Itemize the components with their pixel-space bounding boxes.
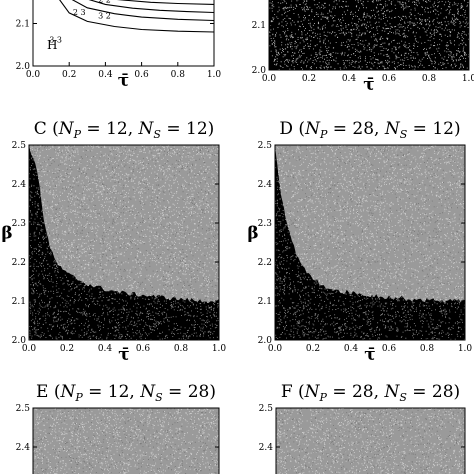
plot-frame — [32, 0, 215, 67]
plot-area-e — [33, 408, 219, 474]
plot-background — [33, 0, 214, 66]
plot-frame — [274, 144, 466, 341]
noise-dots-dark — [33, 408, 219, 474]
x-axis-label: τ̄ — [363, 75, 374, 95]
x-tick-label: 0.2 — [62, 70, 76, 80]
panel-title: C (NP = 12, NS = 12) — [34, 119, 215, 141]
x-tick-label: 0.2 — [306, 344, 320, 354]
plot-frame — [268, 0, 470, 71]
x-tick-label: 0.6 — [382, 74, 397, 84]
curve-label: 2 3 — [73, 8, 86, 17]
x-axis-label: τ̄ — [118, 345, 129, 365]
y-tick-label: 2.1 — [252, 21, 266, 31]
x-tick-label: 0.8 — [422, 74, 437, 84]
plot-frame — [32, 407, 220, 474]
panel-title: E (NP = 12, NS = 28) — [36, 382, 216, 404]
curve-label: 2 2 — [98, 0, 111, 4]
phase-curve — [116, 0, 214, 5]
plot-frame — [28, 144, 220, 341]
y-tick-label: 2.4 — [12, 180, 27, 190]
panel-c: 2.0 2.1 2.2 2.3 2.4 2.5 0.0 0.2 0.4 0.6 0.8 1.0 τ̄ β C… — [1, 119, 226, 365]
y-tick-label: 2.5 — [258, 141, 273, 151]
curve-label: 3 2 — [98, 11, 111, 20]
y-tick-label: 2.0 — [252, 66, 267, 76]
panel-d: 2.0 2.1 2.2 2.3 2.4 2.5 0.0 0.2 0.4 0.6 0.8 1.0 τ̄ β D… — [247, 119, 472, 365]
phase-curve — [88, 0, 214, 14]
y-tick-label: 2.3 — [12, 219, 27, 229]
plot-area-f — [276, 408, 465, 474]
plot-area-a: 3 3 3 2 2 3 2 2 H — [33, 0, 214, 66]
x-tick-label: 0.8 — [420, 344, 435, 354]
y-tick-label: 2.4 — [16, 443, 31, 453]
phase-curve — [59, 0, 214, 33]
noise-dots-dark — [29, 145, 219, 340]
panel-b: 2.0 2.1 0.0 0.2 0.4 0.6 0.8 1.0 τ̄ — [252, 0, 474, 95]
y-tick-label: 2.0 — [258, 336, 273, 346]
x-tick-label: 0.0 — [268, 344, 283, 354]
region-label: H — [47, 38, 57, 52]
y-tick-label: 2.1 — [12, 297, 26, 307]
noise-dots — [29, 145, 219, 340]
panel-title: D (NP = 28, NS = 12) — [279, 119, 460, 141]
x-tick-label: 0.6 — [136, 344, 151, 354]
x-tick-label: 0.2 — [60, 344, 74, 354]
x-axis-label: τ̄ — [118, 71, 129, 91]
plot-frame — [275, 407, 466, 474]
y-tick-label: 2.1 — [16, 20, 30, 30]
x-tick-label: 0.4 — [342, 74, 357, 84]
x-tick-label: 0.0 — [26, 70, 41, 80]
x-axis-label: τ̄ — [364, 345, 375, 365]
y-tick-label: 2.0 — [12, 336, 27, 346]
panel-a: 3 3 3 2 2 3 2 2 H 2.0 2.1 0.0 0.2 0.4 0.6 0.8 1.0 τ̄ — [16, 0, 222, 91]
x-tick-label: 1.0 — [207, 70, 222, 80]
x-tick-label: 0.6 — [134, 70, 149, 80]
x-tick-label: 0.4 — [98, 70, 113, 80]
panel-f: 2.5 2.4 F (NP = 28, NS = 28) — [259, 382, 466, 474]
x-tick-label: 0.2 — [302, 74, 316, 84]
x-tick-label: 0.0 — [262, 74, 277, 84]
y-tick-label: 2.4 — [259, 443, 274, 453]
y-tick-label: 2.3 — [258, 219, 273, 229]
x-tick-label: 0.8 — [171, 70, 186, 80]
plot-area-b — [269, 0, 469, 70]
panel-e: 2.5 2.4 E (NP = 12, NS = 28) — [16, 382, 220, 474]
x-tick-label: 1.0 — [212, 344, 227, 354]
x-tick-label: 0.6 — [382, 344, 397, 354]
low-beta-region — [275, 146, 465, 340]
y-tick-label: 2.0 — [16, 62, 31, 72]
plot-area-d — [275, 145, 465, 340]
y-tick-label: 2.5 — [259, 404, 274, 414]
y-tick-label: 2.4 — [258, 180, 273, 190]
speckle-noise — [33, 408, 219, 474]
x-tick-label: 1.0 — [462, 74, 474, 84]
speckle-noise — [29, 145, 219, 340]
speckle-noise — [276, 408, 465, 474]
x-tick-label: 1.0 — [458, 344, 473, 354]
plot-area-c — [29, 145, 219, 340]
y-tick-label: 2.2 — [12, 258, 26, 268]
x-tick-label: 0.4 — [98, 344, 113, 354]
low-beta-region — [29, 145, 219, 340]
y-tick-label: 2.2 — [258, 258, 272, 268]
x-tick-label: 0.8 — [174, 344, 189, 354]
speckle-noise — [269, 0, 469, 70]
noise-dots — [269, 0, 469, 70]
noise-dots — [33, 408, 219, 474]
y-tick-label: 2.5 — [12, 141, 27, 151]
panel-title: F (NP = 28, NS = 28) — [281, 382, 460, 404]
noise-dots — [276, 408, 465, 474]
curve-label: 3 3 — [49, 36, 62, 45]
y-axis-label: β — [247, 224, 258, 244]
y-tick-label: 2.1 — [258, 297, 272, 307]
phase-curve — [71, 0, 214, 22]
x-tick-label: 0.4 — [344, 344, 359, 354]
y-axis-label: β — [1, 224, 12, 244]
y-tick-label: 2.5 — [16, 404, 31, 414]
x-tick-label: 0.0 — [22, 344, 37, 354]
high-beta-region — [269, 0, 469, 70]
